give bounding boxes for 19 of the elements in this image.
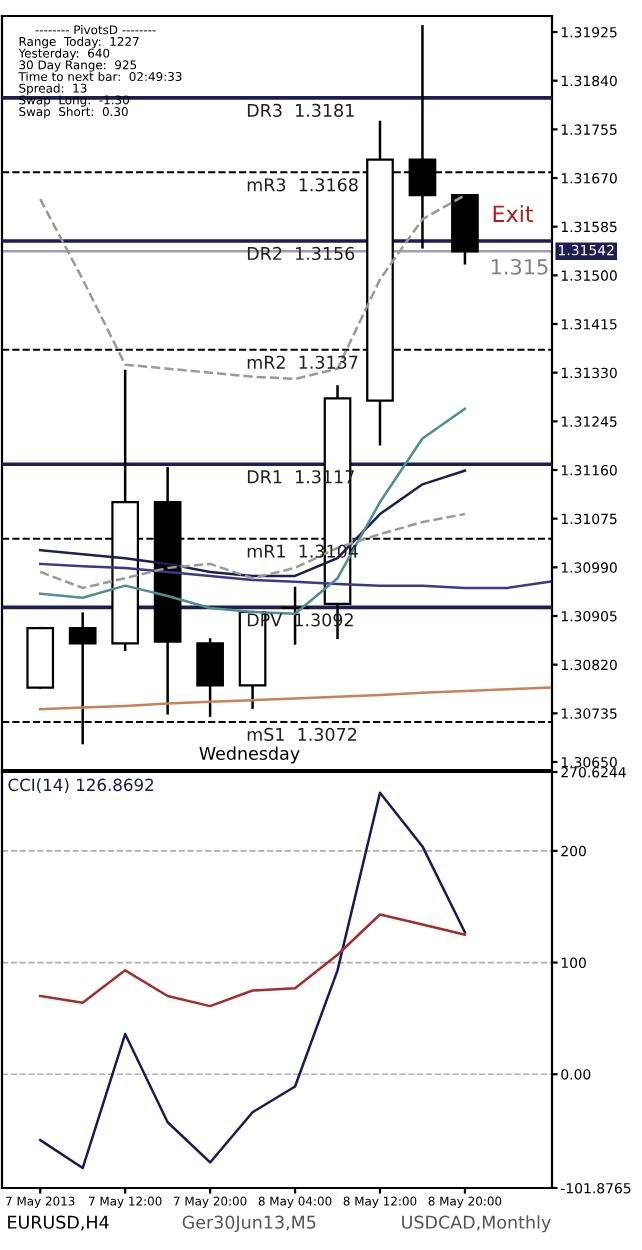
line-series bbox=[38, 512, 467, 590]
candlestick bbox=[196, 638, 224, 717]
ref-line-label: mR2 1.3137 bbox=[247, 355, 358, 369]
ref-line-label: mS1 1.3072 bbox=[247, 727, 357, 742]
annotation: Exit bbox=[493, 205, 534, 222]
line-series bbox=[38, 407, 467, 615]
chart-title: CCI(14) 126.8692 bbox=[8, 778, 154, 794]
annotation: 1.315 bbox=[491, 258, 548, 275]
text: EURUSD,H4 bbox=[8, 1215, 109, 1231]
line-series bbox=[38, 686, 552, 711]
ref-line-label: DR3 1.3181 bbox=[247, 103, 354, 117]
annotation: Wednesday bbox=[199, 746, 300, 764]
ref-line-label: DR2 1.3156 bbox=[247, 246, 355, 261]
line-series bbox=[38, 562, 552, 590]
text: USDCAD,Monthly bbox=[402, 1215, 551, 1233]
line-series bbox=[38, 791, 467, 1170]
ref-line-label: mR3 1.3168 bbox=[247, 178, 358, 192]
text: Ger30Jun13,M5 bbox=[182, 1215, 316, 1233]
line-series bbox=[38, 913, 467, 1008]
